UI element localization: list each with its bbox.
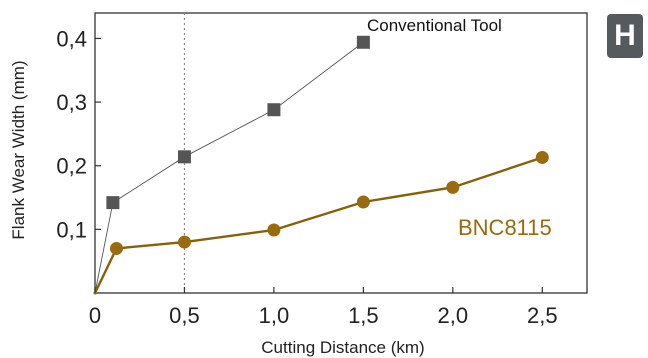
x-tick-label: 0,5 bbox=[169, 303, 200, 328]
series-group bbox=[93, 35, 549, 295]
y-tick-label: 0,1 bbox=[56, 217, 87, 242]
y-axis-label: Flank Wear Width (mm) bbox=[9, 60, 28, 239]
data-point-conventional-tool bbox=[106, 196, 120, 210]
legend-label-bnc8115: BNC8115 bbox=[458, 215, 552, 240]
y-tick-label: 0,4 bbox=[56, 26, 87, 51]
x-tick-label: 2,0 bbox=[438, 303, 469, 328]
panel-label-badge: H bbox=[607, 14, 643, 58]
ticks-group: 0 0,5 1,0 1,5 2,0 2,5 0,1 0,2 0,3 0,4 bbox=[56, 26, 557, 328]
data-point-bnc8115 bbox=[356, 195, 370, 209]
x-tick-label: 1,5 bbox=[348, 303, 379, 328]
data-point-conventional-tool bbox=[356, 35, 370, 49]
plot-frame bbox=[94, 12, 588, 294]
x-tick-label: 1,0 bbox=[259, 303, 290, 328]
data-point-bnc8115 bbox=[535, 150, 549, 164]
data-point-bnc8115 bbox=[267, 223, 281, 237]
data-point-conventional-tool bbox=[177, 150, 191, 164]
x-axis-label: Cutting Distance (km) bbox=[261, 338, 424, 357]
x-tick-label: 0 bbox=[89, 303, 101, 328]
data-point-bnc8115 bbox=[109, 241, 123, 255]
plot-area bbox=[94, 12, 588, 294]
y-tick-label: 0,2 bbox=[56, 154, 87, 179]
data-point-bnc8115 bbox=[177, 235, 191, 249]
x-tick-label: 2,5 bbox=[527, 303, 558, 328]
series-line-conventional-tool bbox=[94, 41, 364, 294]
y-tick-label: 0,3 bbox=[56, 90, 87, 115]
legend-label-conventional-tool: Conventional Tool bbox=[367, 16, 502, 35]
data-point-conventional-tool bbox=[267, 103, 281, 117]
data-point-bnc8115 bbox=[446, 180, 460, 194]
